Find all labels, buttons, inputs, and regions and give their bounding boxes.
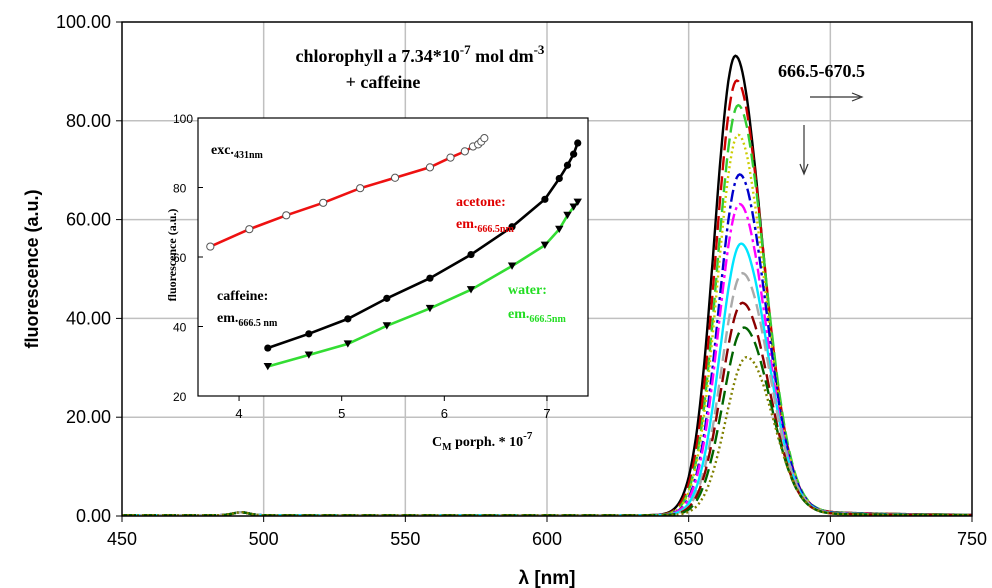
inset-y-tick-label: 80 [173, 182, 187, 196]
annot-part: em. [217, 311, 238, 326]
inset-point [574, 139, 582, 147]
inset-x-tick-label: 6 [441, 406, 448, 421]
inset-x-axis-label: CM porph. * 10-7 [432, 430, 533, 453]
title-part: mol dm [471, 46, 534, 66]
inset-y-axis-label: fluorescence (a.u.) [165, 209, 179, 302]
annot-part: exc. [211, 143, 234, 158]
inset-point [425, 163, 435, 172]
inset-point [460, 147, 469, 156]
x-tick-label: 650 [674, 529, 704, 549]
inset-point [541, 195, 549, 203]
chart-subtitle: + caffeine [346, 72, 421, 92]
label-part: C [432, 435, 442, 450]
inset-point [425, 304, 435, 313]
inset-point [555, 174, 563, 183]
y-axis-label: fluorescence (a.u.) [22, 189, 42, 348]
annot-part: acetone: [456, 195, 506, 210]
inset-point [245, 225, 254, 234]
y-tick-label: 100.00 [56, 12, 111, 32]
inset-annotation-water-em: em.666.5nm [508, 307, 566, 325]
inset-annotation-caffeine: caffeine: [217, 289, 268, 304]
inset-point [570, 150, 578, 158]
annot-sub: 666.5nm [477, 224, 514, 235]
inset-point [573, 198, 582, 206]
label-sup: -7 [523, 430, 533, 442]
peak-range-annotation: 666.5-670.5 [778, 61, 865, 81]
inset-point [426, 274, 434, 282]
x-tick-label: 500 [249, 529, 279, 549]
inset-point [319, 198, 328, 207]
inset-y-tick-label: 20 [173, 390, 187, 404]
inset-point [555, 225, 564, 233]
title-sup: -7 [460, 42, 471, 57]
y-tick-label: 40.00 [66, 308, 111, 328]
annot-part: em. [456, 217, 477, 232]
inset-annotation-acetone: acetone: [456, 195, 506, 210]
chart-title: chlorophyll a 7.34*10-7 mol dm-3 [296, 42, 545, 66]
inset-point [382, 322, 392, 330]
inset-point [383, 294, 391, 302]
inset-point [263, 362, 272, 371]
inset-point [540, 241, 550, 249]
annot-part: caffeine: [217, 289, 268, 304]
inset-y-tick-label: 100 [173, 112, 193, 126]
inset-point [282, 211, 291, 220]
x-tick-label: 550 [390, 529, 420, 549]
label-part: porph. * 10 [452, 435, 524, 450]
inset-point [356, 184, 365, 193]
y-tick-label: 60.00 [66, 210, 111, 230]
inset-point [480, 134, 489, 143]
plot-frame [121, 21, 973, 517]
inset-point [264, 344, 272, 352]
inset-frame [197, 117, 589, 397]
inset-point [343, 340, 353, 348]
y-tick-label: 20.00 [66, 407, 111, 427]
inset-x-tick-label: 4 [235, 406, 242, 421]
y-tick-label: 0.00 [76, 506, 111, 526]
inset-point [344, 315, 352, 323]
x-tick-label: 600 [532, 529, 562, 549]
y-tick-label: 80.00 [66, 111, 111, 131]
inset-annotation-caffeine-em: em.666.5 nm [217, 311, 278, 329]
annot-part: water: [508, 283, 547, 298]
inset-point [563, 161, 572, 169]
annot-sub: 431nm [234, 150, 264, 161]
x-tick-label: 450 [107, 529, 137, 549]
inset-point [390, 173, 400, 182]
inset-annotation-excitation: exc.431nm [211, 143, 263, 161]
inset-point [508, 223, 516, 231]
inset-point [304, 351, 314, 359]
x-tick-label: 750 [957, 529, 987, 549]
inset-y-tick-label: 40 [173, 321, 187, 335]
inset-point [446, 153, 455, 162]
inset-x-tick-label: 7 [543, 406, 550, 421]
inset-annotation-acetone-em: em.666.5nm [456, 217, 514, 235]
inset-point [467, 250, 475, 259]
inset-y-tick-label: 60 [173, 251, 187, 265]
arrow-down-head [799, 163, 809, 176]
arrow-right-head [851, 92, 864, 102]
inset-point [305, 330, 313, 338]
inset-point [507, 262, 517, 270]
label-sub: M [442, 442, 452, 453]
inset-point [466, 286, 476, 294]
inset-x-tick-label: 5 [338, 406, 345, 421]
inset-point [206, 242, 215, 251]
annot-sub: 666.5 nm [238, 318, 278, 329]
inset-annotation-water: water: [508, 283, 547, 298]
title-part: chlorophyll a 7.34*10 [296, 46, 460, 66]
inset-point [569, 203, 578, 211]
x-tick-label: 700 [815, 529, 845, 549]
title-sup: -3 [534, 42, 545, 57]
inset-plot: 4 5 6 7 20 40 60 80 100 fluorescence (a.u.) CM por… [165, 112, 589, 453]
annot-sub: 666.5nm [529, 314, 566, 325]
inset-point [563, 211, 572, 220]
x-axis-label: λ [nm] [519, 568, 576, 588]
annot-part: em. [508, 307, 529, 322]
